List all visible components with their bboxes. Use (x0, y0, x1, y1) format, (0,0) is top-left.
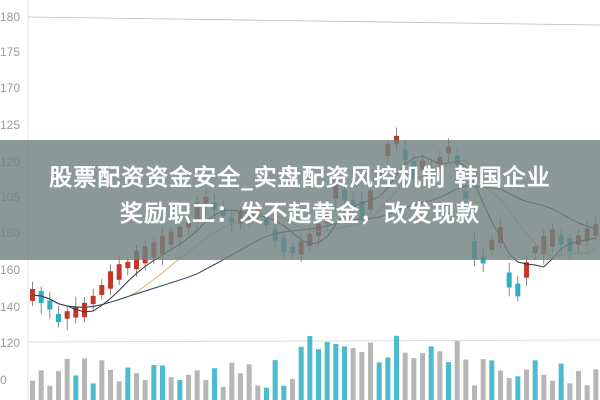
title-line-1: 股票配资资金安全_实盘配资风控机制 韩国企业 (49, 165, 551, 191)
volume-bar (56, 371, 61, 400)
volume-bar (524, 369, 529, 400)
title-line-2: 奖励职工：发不起黄金，改发现款 (120, 201, 480, 227)
y-tick: 120 (0, 336, 21, 350)
volume-divider (27, 339, 600, 343)
candle (82, 302, 87, 318)
volume-bar (238, 373, 243, 400)
candle (125, 261, 131, 269)
top-line (27, 16, 600, 26)
volume-bar (584, 385, 590, 400)
volume-bar (515, 376, 521, 400)
volume-bar (506, 377, 512, 400)
volume-bar (142, 380, 148, 400)
title-overlay-band (0, 140, 600, 260)
volume-bar (324, 341, 330, 400)
volume-bar (454, 341, 460, 400)
y-tick: 175 (0, 45, 21, 59)
candle (515, 283, 521, 297)
volume-bar (368, 342, 373, 400)
volume-bar (558, 363, 564, 400)
volume-bar (593, 369, 599, 400)
volume-bar (151, 365, 157, 400)
volume-bar (316, 349, 321, 400)
volume-bar (212, 368, 217, 400)
volume-bar (255, 385, 261, 400)
volume-bar (428, 346, 434, 400)
volume-bar (463, 359, 469, 400)
volume-bar (186, 374, 191, 400)
candle (64, 311, 70, 319)
volume-bar (437, 351, 443, 400)
candle (506, 272, 512, 288)
volume-bar (281, 385, 287, 400)
candle (134, 250, 139, 270)
volume-bar (203, 380, 209, 400)
volume-bar (116, 381, 122, 400)
volume-bar (220, 386, 226, 400)
volume-bar (194, 370, 200, 400)
volume-bar (38, 370, 44, 400)
volume-bar (489, 360, 495, 400)
volume-bar (376, 362, 382, 400)
candle (47, 300, 53, 310)
candle (73, 306, 79, 318)
candle (56, 313, 61, 323)
volume-bar (82, 358, 87, 400)
volume-bar (177, 379, 183, 400)
volume-bar (108, 369, 113, 400)
y-tick: 170 (0, 81, 21, 95)
y-tick: 125 (0, 118, 21, 132)
volume-bar (272, 360, 278, 400)
volume-bar (246, 364, 252, 400)
volume-bar (350, 347, 356, 400)
volume-bar (420, 353, 425, 400)
y-tick: 160 (0, 263, 21, 277)
candle (524, 262, 529, 278)
volume-bar (480, 359, 486, 400)
volume-bar (47, 385, 53, 400)
candle (38, 290, 44, 304)
volume-bar (567, 383, 573, 400)
candle (90, 295, 96, 305)
volume-bar (90, 383, 96, 400)
volume-bar (125, 367, 131, 400)
y-tick: 0 (0, 373, 7, 387)
volume-bar (532, 360, 538, 400)
volume-bar (472, 385, 477, 400)
volume-bar (541, 374, 547, 400)
volume-bar (64, 358, 70, 400)
candle (116, 264, 122, 280)
volume-bar (298, 346, 304, 400)
volume-bar (411, 358, 417, 400)
candle (108, 271, 113, 289)
candle (480, 256, 486, 264)
volume-bar (576, 370, 581, 400)
volume-bar (134, 373, 139, 400)
volume-bar (446, 362, 451, 400)
volume-bar (307, 336, 313, 400)
y-tick: 140 (0, 300, 21, 314)
candle (99, 285, 105, 295)
volume-bar (333, 343, 339, 400)
volume-bar (99, 360, 105, 400)
volume-bar (168, 377, 174, 400)
volume-bar (264, 387, 269, 400)
volume-bar (290, 378, 295, 400)
volume-bar (229, 362, 235, 400)
volume-bar (160, 365, 165, 400)
article-title: 股票配资资金安全_实盘配资风控机制 韩国企业 奖励职工：发不起黄金，改发现款 (0, 160, 600, 232)
volume-bar (385, 357, 391, 400)
volume-bar (342, 346, 347, 400)
volume-bar (73, 375, 79, 400)
y-tick: 180 (0, 10, 21, 24)
volume-bar (402, 352, 408, 400)
volume-bar (550, 380, 555, 400)
volume-bar (394, 335, 399, 400)
volume-bar (359, 351, 365, 400)
volume-bar (498, 370, 503, 400)
volume-bar (30, 380, 35, 400)
